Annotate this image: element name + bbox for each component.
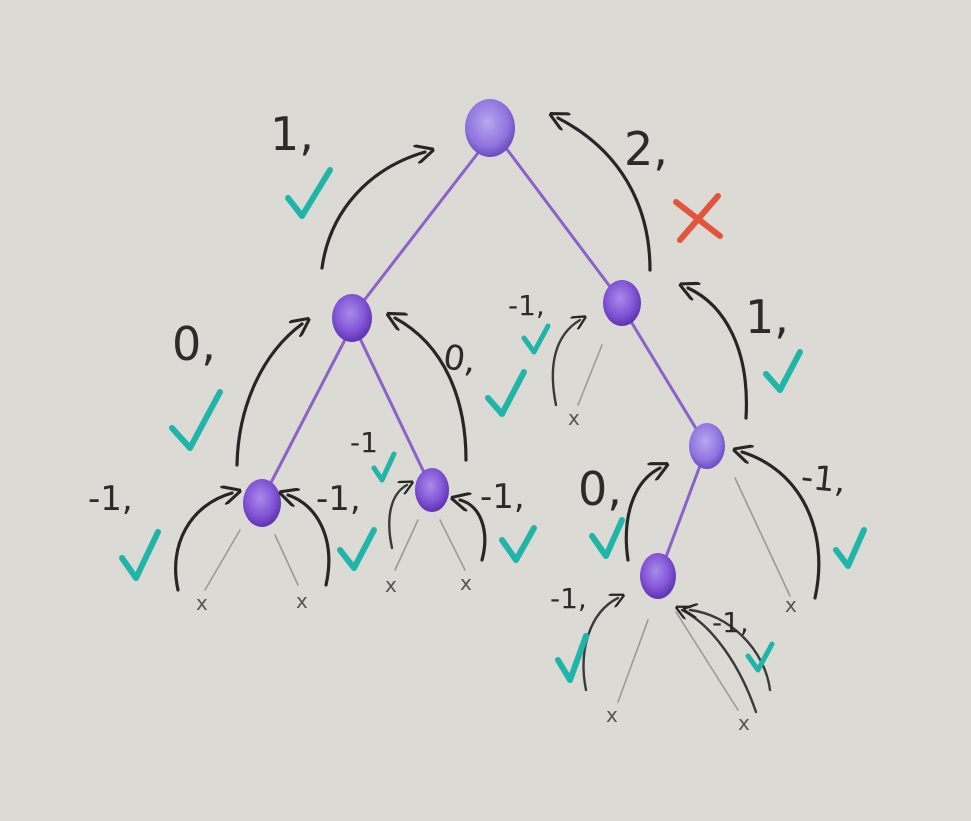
arrow-leaf-to-ll-right — [288, 495, 331, 587]
propagation-arrows — [174, 118, 821, 714]
checkmarks — [119, 167, 867, 683]
left-child-node — [332, 294, 372, 342]
arrow-leaf-to-ll-left — [174, 493, 232, 592]
edge-thin — [274, 534, 299, 586]
label-left-child: 1, — [270, 107, 314, 161]
edge-thin — [734, 477, 791, 597]
label-right-child: 2, — [624, 122, 668, 176]
check-icon — [521, 323, 551, 355]
label-rrl-leaf-left: -1, — [550, 582, 587, 615]
arrow-leaf-to-rrl-left — [582, 598, 618, 692]
check-icon — [589, 517, 625, 559]
label-rl: -1, — [508, 289, 545, 322]
edge-thin — [617, 619, 649, 703]
root-node — [465, 99, 515, 157]
edge-root-left — [350, 138, 490, 318]
edge-thin — [675, 611, 739, 711]
label-rr: 1, — [745, 290, 789, 344]
label-lr: 0, — [441, 337, 479, 381]
leaf-x: x — [785, 593, 797, 617]
arrow-rl-to-right — [551, 320, 580, 407]
edge-root-right — [498, 138, 622, 302]
check-icon — [833, 527, 867, 569]
rr-node — [689, 423, 725, 469]
label-lr-leaf-left: -1 — [350, 426, 378, 459]
check-icon — [169, 389, 223, 451]
arrow-rr-to-right — [688, 288, 749, 420]
leaf-x: x — [196, 591, 208, 615]
check-icon — [485, 369, 527, 417]
check-icon — [499, 525, 537, 563]
check-icon — [371, 451, 397, 483]
edge-right-rightchild — [622, 308, 708, 447]
check-icon — [555, 633, 589, 683]
label-ll-leaf-right: -1, — [316, 479, 361, 519]
lr-node — [415, 468, 449, 512]
check-icon — [745, 641, 775, 673]
rrl-node — [640, 553, 676, 599]
check-icon — [763, 349, 803, 393]
leaf-x: x — [606, 703, 618, 727]
edge-thin — [394, 519, 419, 571]
check-icon — [119, 529, 161, 581]
cross-stroke — [677, 193, 721, 243]
label-rrl: 0, — [578, 462, 622, 516]
leaf-marks: x x x x x x x x — [196, 406, 797, 735]
label-ll-leaf-left: -1, — [88, 479, 133, 519]
label-rrl-leaf-right: -1, — [712, 606, 749, 639]
value-labels: 1, 2, 0, 0, -1, 1, -1, -1, -1 -1, 0, -1,… — [88, 107, 848, 639]
arrow-leaf-to-lr-left — [388, 485, 407, 550]
arrow-right-to-root — [558, 118, 652, 272]
arrow-leaf-to-rrl-right-b — [690, 610, 772, 692]
ll-node — [243, 479, 281, 527]
leaf-edges — [204, 344, 791, 711]
edge-left-rightchild — [353, 326, 432, 487]
tree-edges — [260, 138, 708, 575]
edge-left-leftchild — [260, 328, 352, 502]
leaf-x: x — [568, 406, 580, 430]
arrow-ll-to-left — [235, 324, 302, 467]
arrow-left-to-root — [320, 152, 425, 270]
edge-rr-leftchild — [658, 453, 706, 575]
edge-thin — [439, 519, 466, 571]
label-lr-leaf-right: -1, — [480, 477, 525, 517]
check-icon — [337, 527, 377, 571]
arrow-leaf-to-lr-right — [460, 500, 487, 562]
label-ll: 0, — [172, 317, 216, 371]
leaf-x: x — [385, 573, 397, 597]
leaf-x: x — [738, 711, 750, 735]
check-icon — [285, 167, 333, 219]
edge-thin — [577, 344, 603, 406]
label-rr-leaf: -1, — [799, 457, 848, 501]
right-child-node — [603, 280, 641, 326]
arrow-rrl-to-rr — [624, 468, 660, 562]
leaf-x: x — [296, 589, 308, 613]
leaf-x: x — [460, 571, 472, 595]
arrow-leaf-to-rr — [742, 452, 821, 600]
arrow-lr-to-left — [395, 318, 468, 462]
tree-nodes — [243, 99, 725, 599]
cross-icon — [673, 193, 723, 243]
edge-thin — [204, 529, 241, 591]
